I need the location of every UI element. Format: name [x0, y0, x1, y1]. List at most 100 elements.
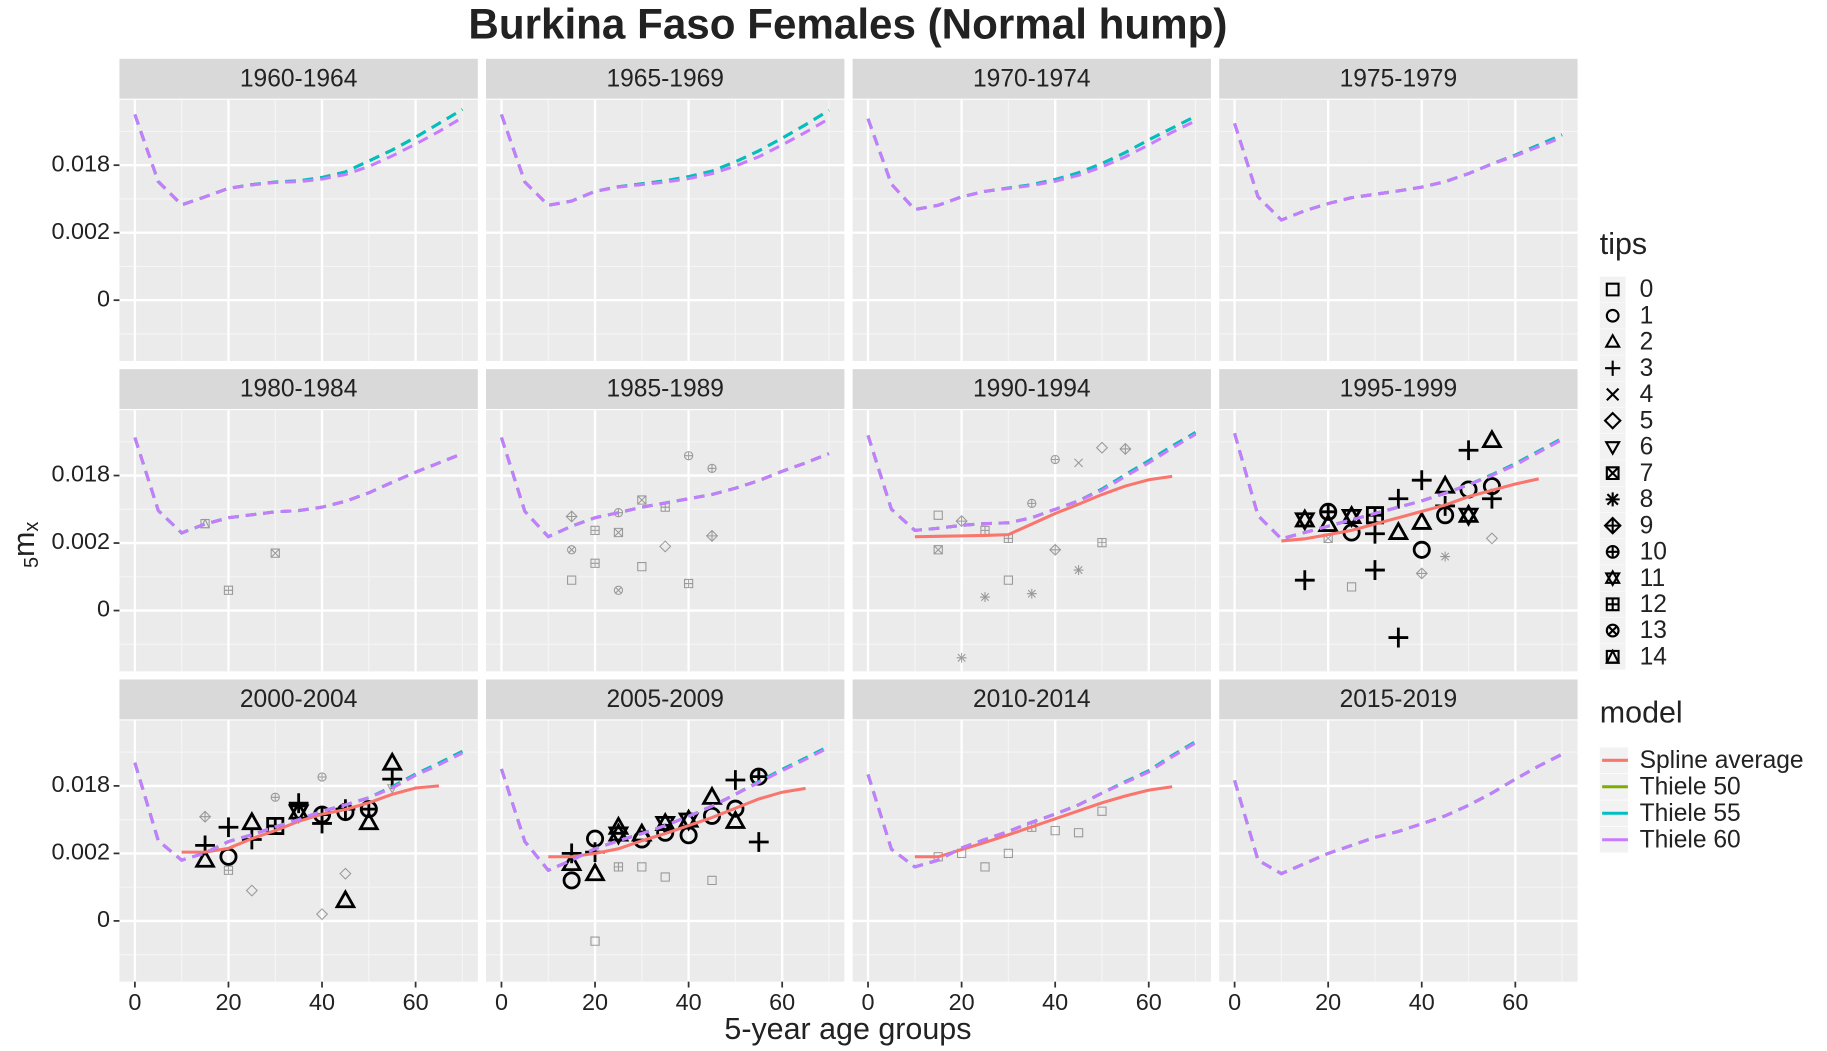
legend-label: Thiele 50	[1640, 773, 1741, 800]
panel	[852, 410, 1211, 672]
legend-label: 0	[1640, 276, 1654, 303]
y-tick-label: 0	[97, 596, 110, 622]
strip	[119, 58, 478, 99]
symbol-part	[1074, 565, 1083, 575]
symbol-part	[1436, 506, 1455, 525]
point	[956, 652, 967, 663]
panel-title: 1975-1979	[1340, 65, 1458, 92]
symbol-part	[1294, 570, 1315, 591]
symbol-part	[218, 817, 239, 838]
model-line	[181, 784, 440, 854]
legend-label: 9	[1640, 512, 1654, 539]
symbol-part	[1605, 623, 1620, 638]
panel	[852, 99, 1211, 361]
panel-title: 1980-1984	[240, 376, 358, 403]
model-line	[133, 751, 464, 862]
panel-title: 2005-2009	[606, 686, 724, 713]
plot-background	[1219, 99, 1578, 361]
symbol-part	[1051, 455, 1060, 464]
legend-symbol	[1606, 387, 1620, 402]
legend-symbol	[1603, 516, 1622, 535]
point	[1457, 503, 1480, 527]
symbol-part	[1367, 507, 1383, 523]
point	[270, 792, 280, 802]
point	[1482, 488, 1502, 509]
symbol-part	[315, 908, 329, 921]
legend-label: Thiele 60	[1640, 826, 1741, 853]
symbol-part	[637, 495, 647, 505]
point	[1387, 520, 1410, 540]
symbol-part	[1605, 597, 1620, 612]
point	[1027, 498, 1037, 509]
symbol-part	[980, 862, 990, 872]
point	[317, 772, 327, 782]
legend-label: 14	[1640, 643, 1667, 670]
model-line	[866, 118, 1197, 212]
symbol-part	[1050, 825, 1060, 836]
panel-title: 2015-2019	[1340, 686, 1458, 713]
point	[1073, 565, 1084, 575]
symbol-part	[223, 585, 234, 595]
symbol-part	[1605, 648, 1621, 664]
symbol-part	[1416, 568, 1428, 579]
strip	[119, 369, 478, 409]
symbol-part	[560, 851, 583, 872]
point	[1346, 582, 1357, 592]
point	[683, 451, 694, 461]
legend-key	[1599, 276, 1626, 303]
symbol-part	[1605, 518, 1621, 534]
symbol-part	[199, 811, 211, 823]
panel	[1219, 720, 1578, 982]
point	[748, 832, 769, 852]
point	[567, 575, 577, 585]
symbol-part	[933, 510, 943, 520]
symbol-part	[955, 515, 968, 528]
y-tick-label: 0.002	[52, 839, 111, 865]
legend-label: Spline average	[1640, 747, 1804, 774]
strip	[852, 679, 1211, 720]
symbol-part	[562, 871, 581, 890]
point	[613, 862, 624, 872]
symbol-part	[1097, 538, 1107, 547]
symbol-part	[607, 826, 630, 846]
point	[565, 510, 578, 523]
model-line	[914, 474, 1173, 539]
model-line	[914, 785, 1173, 859]
legend-label: 10	[1640, 539, 1667, 566]
legend-symbol	[1605, 648, 1621, 664]
legend-label: Thiele 55	[1640, 800, 1741, 827]
symbol-part	[725, 770, 746, 790]
legend-label: 3	[1640, 355, 1654, 382]
strip	[1219, 58, 1578, 99]
symbol-part	[287, 804, 310, 824]
point	[660, 872, 670, 882]
symbol-part	[1294, 512, 1316, 532]
point	[560, 851, 583, 872]
point	[315, 908, 329, 921]
legend-symbol	[1605, 282, 1620, 297]
point	[590, 936, 600, 946]
point	[1410, 510, 1433, 530]
panel-title: 2010-2014	[973, 686, 1091, 713]
y-axis-title-part: 5	[21, 557, 43, 568]
symbol-part	[980, 526, 990, 535]
point	[1365, 523, 1385, 544]
point	[707, 463, 717, 473]
x-axis-title: 5-year age groups	[724, 1012, 971, 1046]
symbol-part	[1605, 282, 1620, 297]
y-axis-title: 5mx	[7, 522, 43, 568]
symbol-part	[707, 875, 717, 886]
symbol-part	[1606, 545, 1619, 558]
symbol-part	[1095, 441, 1109, 454]
point	[613, 585, 624, 595]
point	[339, 867, 352, 880]
plot-background	[852, 99, 1211, 361]
model-line	[133, 114, 464, 207]
symbol-part	[933, 545, 943, 555]
strip	[852, 58, 1211, 99]
symbol-part	[1604, 441, 1621, 456]
model-line	[1281, 477, 1540, 543]
legend-label: 13	[1640, 617, 1667, 644]
y-tick-label: 0	[97, 906, 110, 932]
symbol-part	[1365, 560, 1385, 580]
